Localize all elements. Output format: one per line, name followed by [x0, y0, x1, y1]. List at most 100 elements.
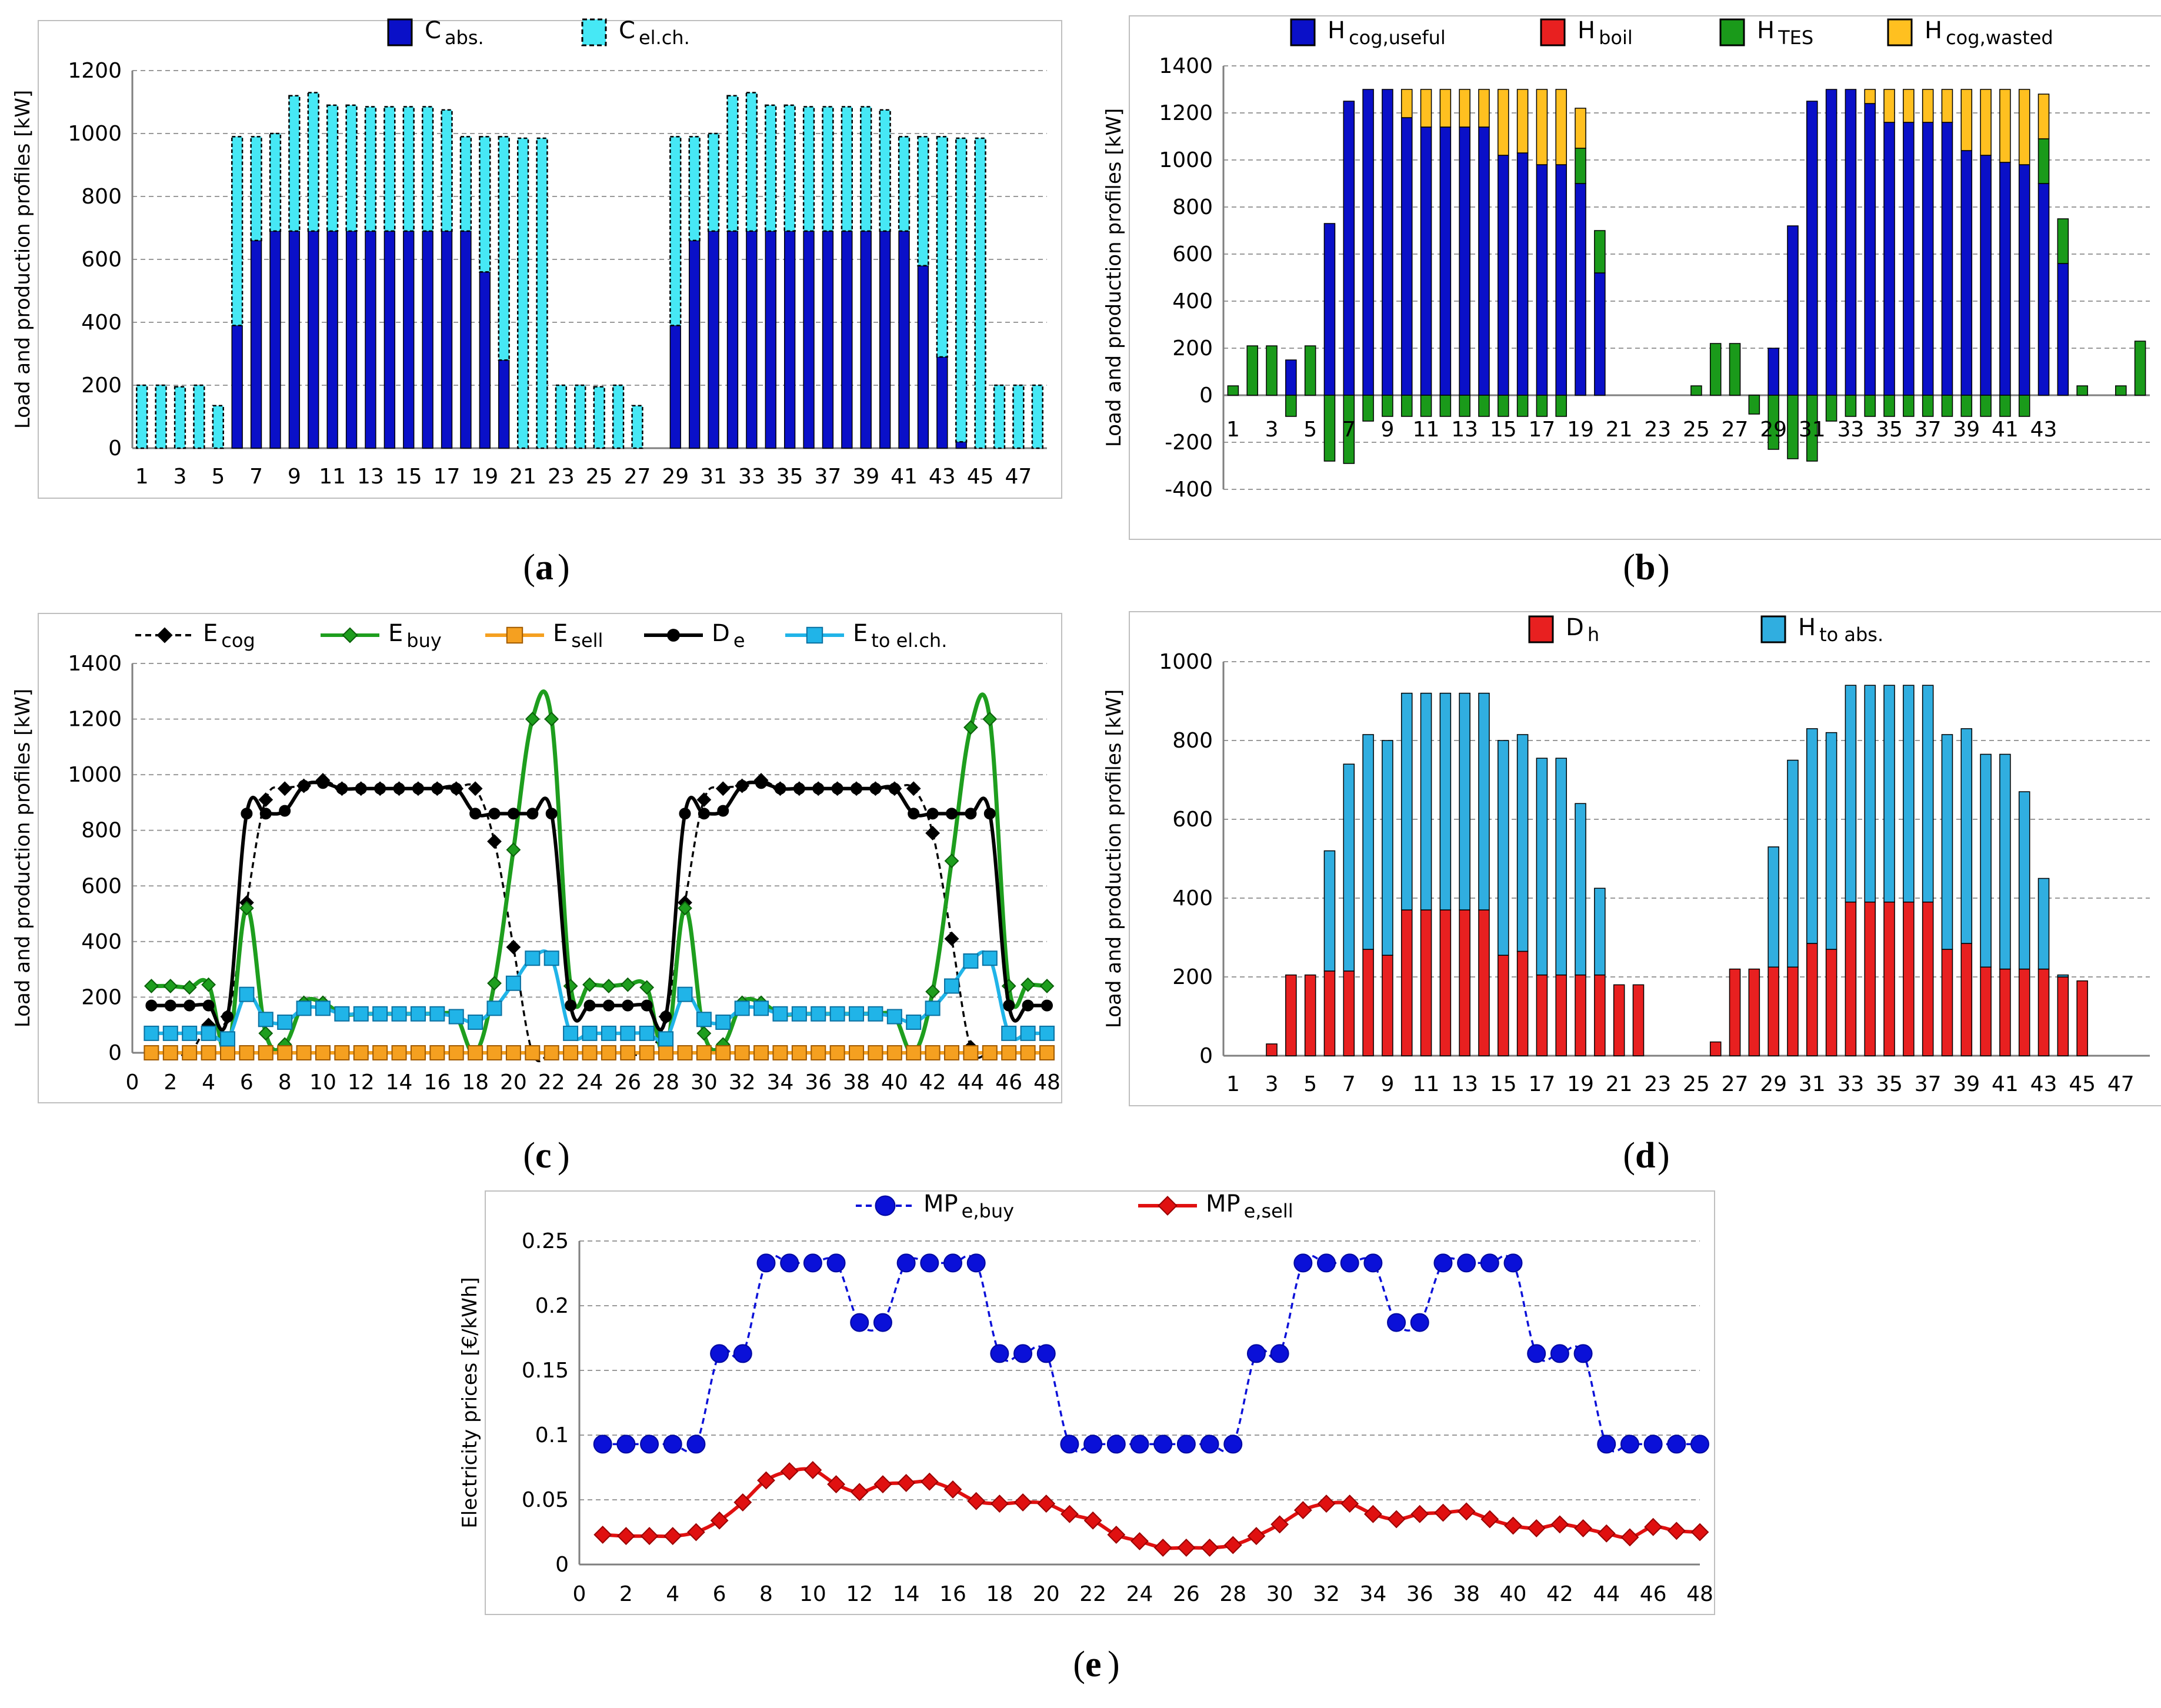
bar-h_cog_useful	[1343, 101, 1355, 396]
bar-h_to_abs	[1575, 803, 1586, 976]
bar-h_cog_wasted	[1536, 89, 1548, 165]
bar-h_cog_wasted	[1883, 89, 1895, 123]
bar-d_h	[1343, 970, 1355, 1056]
data-point-mp_buy	[896, 1253, 916, 1273]
bar-h_to_abs	[1806, 728, 1818, 944]
bar-h_tes	[1787, 395, 1799, 459]
x-tick-label: 48	[1033, 1070, 1061, 1095]
data-point-e_sell	[372, 1045, 388, 1060]
bar-c_abs	[326, 231, 338, 449]
data-point-mp_buy	[756, 1253, 776, 1273]
data-point-mp_sell	[1527, 1519, 1546, 1537]
data-point-mp_sell	[1270, 1515, 1289, 1534]
bar-c_elch	[745, 92, 758, 232]
panel-label-close: )	[1108, 1644, 1120, 1684]
bar-c_elch	[993, 384, 1006, 449]
bar-c_abs	[746, 231, 758, 449]
legend-main: H	[1798, 614, 1816, 641]
data-point-mp_buy	[1527, 1344, 1546, 1363]
bar-h_cog_wasted	[1922, 89, 1934, 123]
bar-c_elch	[459, 136, 472, 232]
data-point-d_e	[812, 782, 825, 795]
x-tick-label: 41	[1992, 418, 2019, 442]
x-tick-label: 19	[1567, 418, 1594, 442]
data-point-mp_sell	[1550, 1515, 1569, 1534]
data-point-mp_sell	[1480, 1510, 1499, 1529]
data-point-d_e	[851, 782, 863, 795]
x-tick-label: 26	[614, 1070, 641, 1095]
x-tick-label: 1	[135, 465, 149, 489]
x-tick-label: 31	[1799, 418, 1826, 442]
bar-d_h	[1864, 901, 1876, 1056]
data-point-mp_sell	[616, 1527, 635, 1546]
data-point-d_e	[259, 808, 272, 820]
bar-h_cog_useful	[1420, 126, 1432, 396]
bar-c_elch	[345, 104, 358, 232]
data-point-mp_buy	[1200, 1435, 1219, 1454]
x-tick-label: 27	[1722, 418, 1749, 442]
data-point-e_cog	[156, 627, 173, 643]
data-point-d_e	[1022, 999, 1034, 1012]
panel-label-close: )	[558, 548, 570, 588]
data-point-mp_sell	[967, 1492, 986, 1510]
bar-h_to_abs	[1960, 728, 1973, 944]
series-line-e_cog	[151, 779, 1047, 1063]
data-point-e_to_elch	[1039, 1025, 1055, 1041]
bar-h_cog_useful	[1594, 272, 1606, 396]
x-tick-label: 43	[929, 465, 956, 489]
data-point-d_e	[679, 808, 691, 820]
series-line-mp_buy	[602, 1255, 1700, 1453]
data-point-e_sell	[543, 1045, 559, 1060]
data-point-e_to_elch	[201, 1025, 216, 1041]
bar-d_h	[2076, 980, 2088, 1056]
bar-c_elch	[174, 386, 186, 449]
data-point-mp_sell	[1620, 1528, 1639, 1547]
data-point-e_buy	[696, 1026, 712, 1041]
y-tick-label: 800	[81, 185, 122, 209]
data-point-e_to_elch	[886, 1009, 902, 1025]
bar-c_abs	[250, 240, 262, 449]
y-tick-label: 1400	[1159, 54, 1213, 78]
data-point-e_sell	[1039, 1045, 1055, 1060]
bar-h_tes	[1400, 395, 1413, 417]
legend-sub: cog	[221, 629, 255, 652]
data-point-d_e	[298, 780, 310, 792]
legend-swatch-c_elch	[581, 18, 607, 46]
bar-d_h	[2018, 968, 2030, 1056]
x-tick-label: 39	[1953, 418, 1980, 442]
bar-c_elch	[402, 106, 415, 232]
data-point-e_sell	[849, 1045, 865, 1060]
x-tick-label: 42	[919, 1070, 946, 1095]
data-point-d_e	[793, 782, 805, 795]
bar-h_to_abs	[1903, 685, 1915, 903]
data-point-mp_sell	[897, 1473, 916, 1492]
data-point-e_sell	[1020, 1045, 1036, 1060]
y-axis-label: Load and production profiles [kW]	[1102, 108, 1126, 447]
y-tick-label: 0.25	[522, 1229, 569, 1253]
x-tick-label: 25	[586, 465, 613, 489]
x-tick-label: 16	[939, 1582, 966, 1606]
data-point-mp_buy	[1457, 1253, 1476, 1273]
data-point-e_to_elch	[620, 1025, 636, 1041]
data-point-e_sell	[315, 1045, 331, 1060]
x-tick-label: 17	[433, 465, 461, 489]
chart-panel-b: -400 -200 0 200 400 600 800 1000 1200 1400 Load an…	[1102, 15, 2161, 588]
data-point-e_sell	[715, 1045, 731, 1060]
bar-h_cog_useful	[1459, 126, 1470, 396]
bar-d_h	[1362, 949, 1374, 1056]
data-point-e_sell	[448, 1045, 464, 1060]
data-point-d_e	[221, 1010, 234, 1023]
bar-h_cog_useful	[1768, 348, 1779, 396]
data-point-e_to_elch	[296, 1000, 312, 1016]
bar-h_cog_wasted	[1498, 89, 1509, 156]
bar-c_elch	[707, 132, 720, 232]
bar-h_tes	[1555, 395, 1567, 417]
x-tick-label: 45	[2069, 1072, 2096, 1096]
legend-main: H	[1925, 17, 1942, 44]
data-point-e_buy	[525, 712, 540, 726]
data-point-e_sell	[582, 1045, 598, 1060]
data-point-e_to_elch	[696, 1012, 712, 1028]
data-point-d_e	[1003, 999, 1015, 1012]
y-tick-label: 1000	[1159, 148, 1213, 172]
